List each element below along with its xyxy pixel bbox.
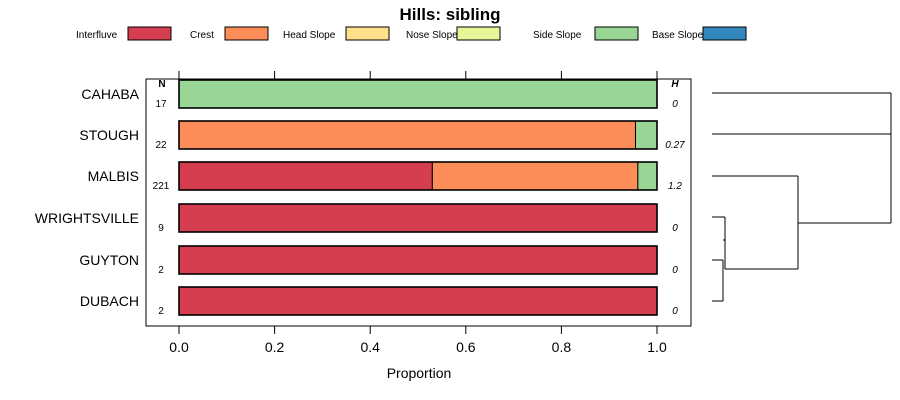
x-tick-label-2: 0.4 xyxy=(360,339,380,355)
legend-swatch-crest xyxy=(224,26,269,41)
x-tick-label-5: 1.0 xyxy=(647,339,667,355)
n-value-wrightsville: 9 xyxy=(158,223,164,234)
bar-outline-stough xyxy=(178,120,658,150)
legend-swatch-interfluve xyxy=(127,26,172,41)
legend-label-head-slope: Head Slope xyxy=(283,30,336,41)
h-value-dubach: 0 xyxy=(672,306,678,317)
x-tick-label-3: 0.6 xyxy=(456,339,476,355)
x-axis-title: Proportion xyxy=(387,365,452,381)
legend-swatch-head-slope xyxy=(345,26,390,41)
bar-segment-stough-crest xyxy=(178,120,636,150)
category-labels: CAHABA STOUGH MALBIS WRIGHTSVILLE GUYTON DUBA… xyxy=(35,86,140,309)
h-column-header: H xyxy=(671,79,679,90)
n-column-header: N xyxy=(158,79,165,90)
bars xyxy=(178,79,658,316)
h-value-guyton: 0 xyxy=(672,265,678,276)
dendrogram xyxy=(712,92,892,302)
x-tick-label-0: 0.0 xyxy=(169,339,189,355)
h-value-stough: 0.27 xyxy=(665,140,685,151)
h-values: 0 0.27 1.2 0 0 0 xyxy=(665,99,685,317)
h-value-wrightsville: 0 xyxy=(672,223,678,234)
x-tick-label-1: 0.2 xyxy=(265,339,285,355)
x-axis: 0.0 0.2 0.4 0.6 0.8 1.0 xyxy=(169,326,667,355)
category-label-wrightsville: WRIGHTSVILLE xyxy=(35,210,139,226)
top-axis-ticks xyxy=(178,71,658,79)
bar-segment-wrightsville-interfluve xyxy=(178,203,658,233)
bar-segment-malbis-interfluve xyxy=(178,161,433,191)
x-tick-label-4: 0.8 xyxy=(552,339,572,355)
bar-segment-stough-side-slope xyxy=(634,120,658,150)
plot-frame xyxy=(145,78,692,327)
legend-swatch-side-slope xyxy=(594,26,639,41)
legend-label-interfluve: Interfluve xyxy=(76,30,118,41)
bar-segment-malbis-crest xyxy=(431,161,639,191)
legend-label-nose-slope: Nose Slope xyxy=(406,30,458,41)
bar-outline-cahaba xyxy=(178,79,658,109)
chart-title: Hills: sibling xyxy=(399,5,500,24)
bar-segment-malbis-side-slope xyxy=(637,161,658,191)
category-label-stough: STOUGH xyxy=(79,127,139,143)
n-value-guyton: 2 xyxy=(158,265,164,276)
legend-label-side-slope: Side Slope xyxy=(533,30,582,41)
bar-outline-wrightsville xyxy=(178,203,658,233)
legend-label-base-slope: Base Slope xyxy=(652,30,704,41)
bar-segment-guyton-interfluve xyxy=(178,245,658,275)
n-value-cahaba: 17 xyxy=(155,99,167,110)
h-value-cahaba: 0 xyxy=(672,99,678,110)
n-value-malbis: 221 xyxy=(153,181,170,192)
bar-outline-dubach xyxy=(178,286,658,316)
n-value-dubach: 2 xyxy=(158,306,164,317)
bar-outline-malbis xyxy=(178,161,658,191)
legend-label-crest: Crest xyxy=(190,30,214,41)
legend-swatch-nose-slope xyxy=(456,26,501,41)
bar-outline-guyton xyxy=(178,245,658,275)
bar-segment-cahaba-side-slope xyxy=(178,79,658,109)
category-label-guyton: GUYTON xyxy=(79,252,139,268)
legend: Interfluve Crest Head Slope Nose Slope Side … xyxy=(76,26,747,41)
n-value-stough: 22 xyxy=(155,140,167,151)
category-label-cahaba: CAHABA xyxy=(81,86,139,102)
category-label-malbis: MALBIS xyxy=(88,168,139,184)
legend-swatch-base-slope xyxy=(702,26,747,41)
h-value-malbis: 1.2 xyxy=(668,181,682,192)
category-label-dubach: DUBACH xyxy=(80,293,139,309)
bar-segment-dubach-interfluve xyxy=(178,286,658,316)
